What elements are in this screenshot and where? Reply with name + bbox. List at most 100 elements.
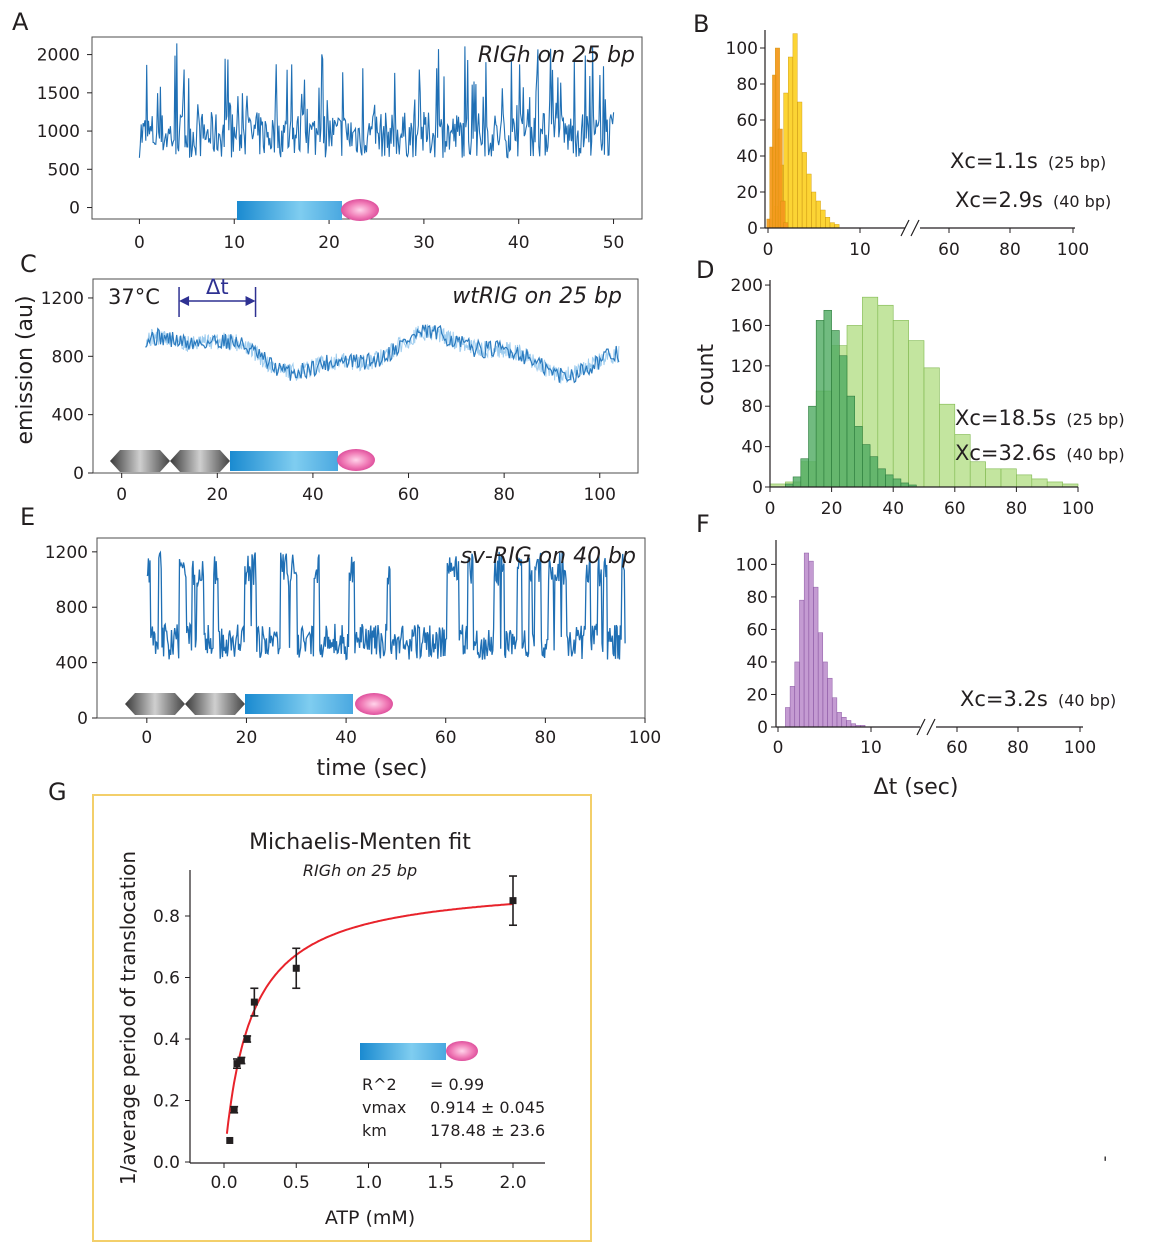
y-axis-label-g: 1/average period of translocation	[116, 851, 140, 1185]
ctd-domain-oval-icon	[355, 693, 393, 715]
histogram-bar-d	[969, 461, 986, 488]
y-tick-label-d: 120	[731, 357, 763, 377]
histogram-bar-b	[825, 216, 831, 229]
histogram-bar-f	[832, 697, 838, 728]
histogram-bar-f	[794, 661, 800, 728]
x-tick-label-b: 100	[1057, 240, 1089, 260]
panel-letter-d: D	[696, 256, 714, 284]
data-point	[292, 964, 300, 972]
x-tick-label-a: 40	[508, 233, 530, 253]
x-tick-label-e: 80	[535, 728, 557, 748]
histogram-bar-b	[820, 209, 826, 229]
panel-letter-g: G	[48, 778, 67, 806]
trace-series-c-raw	[145, 324, 620, 385]
histogram-bar-d	[800, 458, 809, 488]
y-axis-label-d: count	[694, 344, 719, 406]
y-tick-label-f: 100	[736, 555, 768, 575]
x-tick-label-d: 80	[1006, 499, 1028, 519]
histogram-bar-d	[846, 395, 855, 488]
y-tick-label-d: 0	[752, 478, 763, 498]
y-tick-label-a: 1500	[37, 84, 80, 104]
histogram-bar-d	[877, 468, 886, 488]
histogram-bar-f	[822, 661, 828, 728]
y-tick-label-d: 200	[731, 276, 763, 296]
x-tick-label-f: 0	[773, 738, 784, 758]
data-point	[250, 998, 258, 1006]
histogram-bar-b	[802, 152, 807, 229]
x-tick-label-e: 0	[141, 728, 152, 748]
histogram-bar-d	[939, 403, 956, 488]
y-tick-label-b: 80	[736, 75, 758, 95]
chart-title-c: wtRIG on 25 bp	[452, 284, 622, 309]
stat-label-r2: R^2	[362, 1075, 397, 1094]
y-tick-label-g: 0.0	[153, 1153, 180, 1173]
chart-title-e: sv-RIG on 40 bp	[460, 544, 636, 569]
y-tick-label-f: 80	[746, 588, 768, 608]
fit-curve	[225, 903, 514, 1134]
y-tick-label-b: 60	[736, 111, 758, 131]
histogram-bar-d	[792, 476, 802, 488]
histogram-bar-f	[841, 716, 847, 728]
annotation-xc-40bp: Xc=32.6s (40 bp)	[955, 441, 1125, 465]
histogram-bar-d	[1046, 481, 1063, 488]
histogram-bar-d	[1031, 478, 1048, 488]
x-tick-label-g: 1.0	[355, 1173, 382, 1193]
y-tick-label-e: 0	[77, 709, 88, 729]
histogram-bar-d	[1000, 468, 1017, 488]
histogram-bar-f	[827, 677, 833, 728]
y-tick-label-c: 400	[52, 406, 84, 426]
y-tick-label-g: 0.6	[153, 969, 180, 989]
axis-break-icon	[900, 219, 910, 237]
fit-stats: R^2 = 0.99 vmax 0.914 ± 0.045 km 178.48 …	[362, 1075, 545, 1140]
y-tick-label-e: 1200	[45, 543, 88, 563]
histogram-bar-f	[818, 632, 824, 728]
stat-value-km: 178.48 ± 23.6	[430, 1121, 545, 1140]
helicase-domain-bar-icon	[360, 1043, 446, 1060]
x-tick-label-b: 0	[763, 240, 774, 260]
y-tick-label-e: 800	[56, 598, 88, 618]
x-tick-label-b: 60	[938, 240, 960, 260]
card-domain-hexagon-icon	[185, 693, 245, 715]
x-tick-label-e: 40	[335, 728, 357, 748]
histogram-bar-d	[831, 330, 840, 488]
y-tick-label-g: 0.8	[153, 907, 180, 927]
x-tick-label-e: 60	[435, 728, 457, 748]
ctd-domain-oval-icon	[337, 449, 375, 471]
annotation-xc-40bp: Xc=2.9s (40 bp)	[955, 188, 1111, 212]
x-tick-label-d: 40	[882, 499, 904, 519]
y-tick-label-f: 0	[757, 718, 768, 738]
helicase-domain-bar-icon	[230, 451, 338, 471]
y-tick-label-g: 0.2	[153, 1092, 180, 1112]
x-axis-label-g: ATP (mM)	[325, 1207, 415, 1229]
x-tick-label-c: 60	[398, 485, 420, 505]
histogram-bar-d	[923, 367, 940, 488]
y-tick-label-b: 0	[747, 219, 758, 239]
x-tick-label-a: 30	[413, 233, 435, 253]
x-tick-label-f: 100	[1064, 738, 1096, 758]
y-tick-label-a: 0	[69, 199, 80, 219]
helicase-domain-bar-icon	[245, 694, 353, 714]
y-tick-label-g: 0.4	[153, 1030, 180, 1050]
y-tick-label-d: 80	[741, 397, 763, 417]
x-tick-label-c: 20	[206, 485, 228, 505]
x-tick-label-g: 1.5	[427, 1173, 454, 1193]
data-point	[509, 897, 517, 905]
stat-label-km: km	[362, 1121, 387, 1140]
x-tick-label-c: 100	[584, 485, 616, 505]
histogram-bar-d	[838, 355, 848, 488]
chart-subtitle-g: RIGh on 25 bp	[303, 861, 417, 880]
x-tick-label-d: 0	[765, 499, 776, 519]
histogram-bar-d	[885, 474, 894, 488]
data-point	[237, 1057, 245, 1065]
chart-panel-d: 0 20 40 60 80 100 0 40 80 120 160 200 count Xc=18.5…	[694, 276, 1125, 519]
y-tick-label-d: 40	[741, 438, 763, 458]
x-axis-label-e: time (sec)	[317, 756, 428, 781]
stray-mark: '	[1103, 1153, 1107, 1172]
histogram-bar-d	[815, 320, 825, 488]
histogram-bar-b	[797, 101, 803, 229]
y-tick-label-d: 160	[731, 316, 763, 336]
x-tick-label-f: 60	[946, 738, 968, 758]
panel-letter-e: E	[20, 503, 35, 531]
